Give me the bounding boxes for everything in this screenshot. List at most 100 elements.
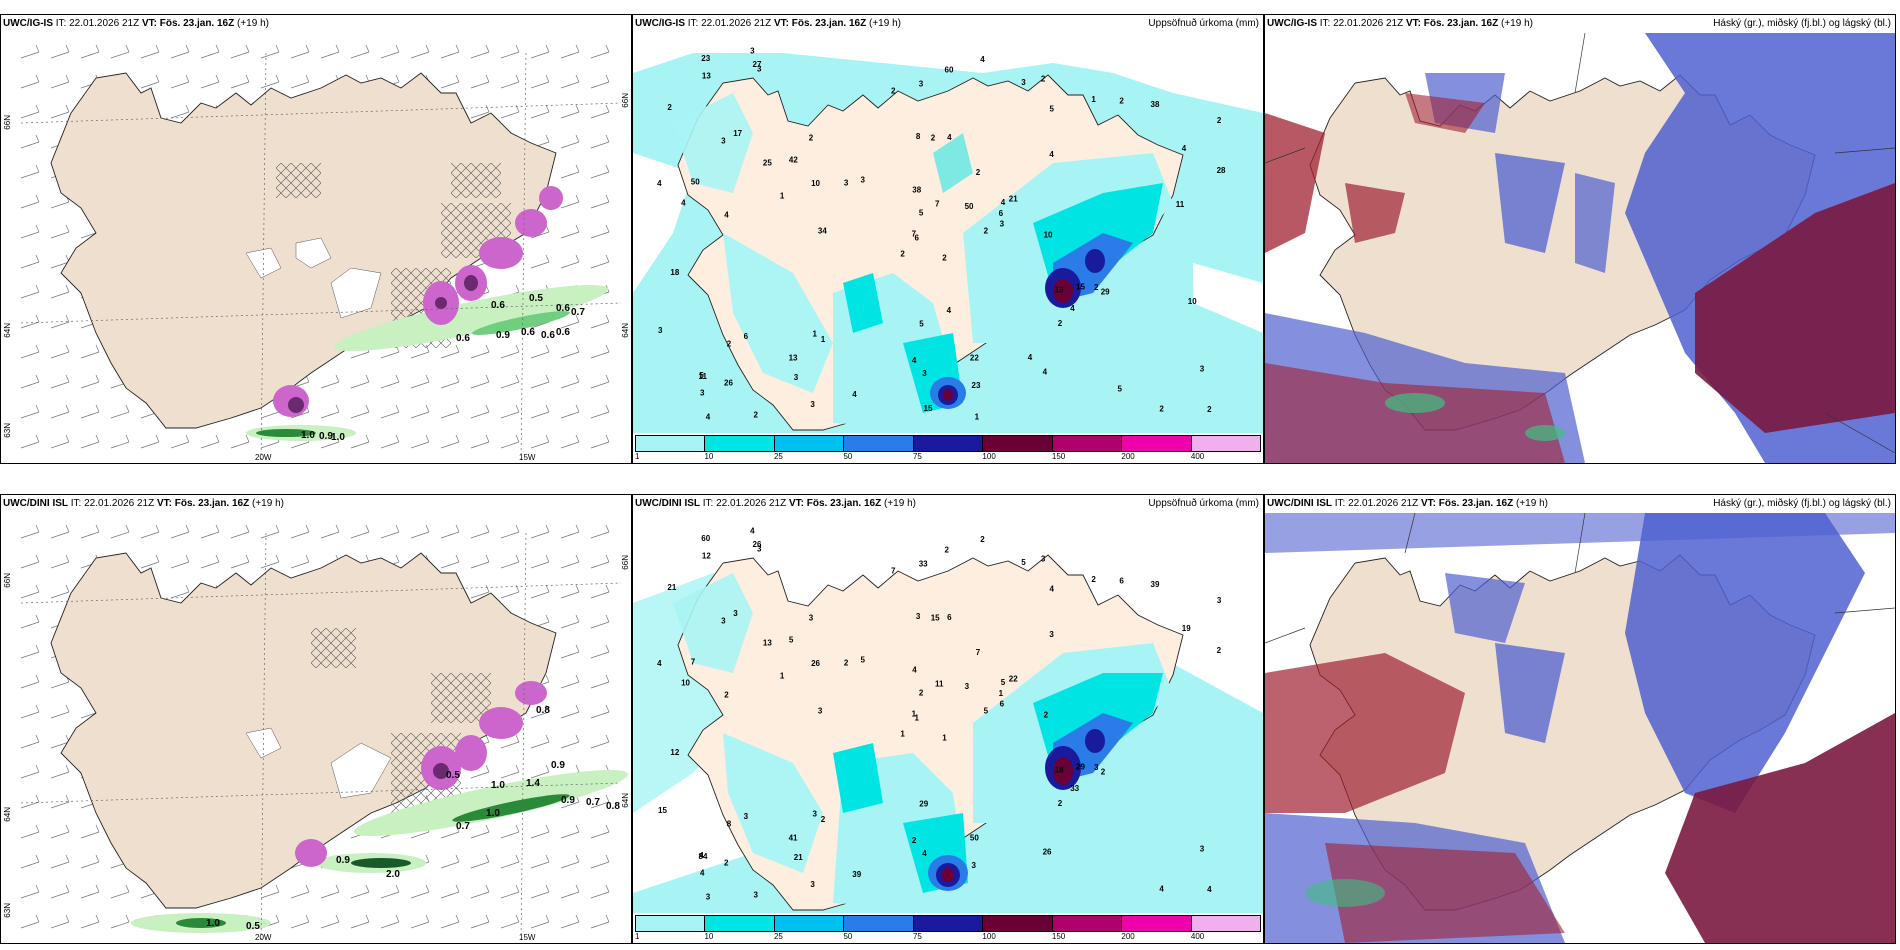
wind-barb	[110, 884, 130, 899]
wind-barb	[20, 674, 40, 689]
wind-barb	[500, 554, 520, 569]
precip-number: 3	[1200, 364, 1205, 373]
wind-barb	[500, 434, 520, 449]
precip-number: 3	[1021, 78, 1026, 87]
wind-barb	[560, 734, 580, 749]
precip-number: 4	[1182, 144, 1187, 153]
wind-barb	[20, 164, 40, 179]
precip-number: 1	[1091, 95, 1096, 104]
colorbar-label: 100	[982, 452, 996, 461]
precip-number: 4	[681, 199, 686, 208]
precip-number: 5	[919, 209, 924, 218]
wind-barb	[20, 434, 40, 449]
wind-barb	[590, 824, 610, 839]
value-label: 0.6	[556, 327, 570, 338]
wind-barb	[530, 704, 550, 719]
precip-number: 19	[1182, 624, 1191, 633]
wind-barb	[530, 254, 550, 269]
wind-barb	[500, 584, 520, 599]
wind-barb	[350, 884, 370, 899]
precip-number: 29	[919, 799, 928, 808]
wind-barb	[260, 74, 280, 89]
wind-barb	[50, 764, 70, 779]
wind-barb	[20, 344, 40, 359]
wind-barb	[80, 44, 100, 59]
wind-barb	[500, 914, 520, 929]
wind-barb	[560, 854, 580, 869]
precip-number: 4	[706, 413, 711, 422]
precip-number: 7	[691, 658, 696, 667]
precip-number: 7	[976, 648, 981, 657]
wind-barb	[470, 764, 490, 779]
precip-number: 5	[861, 656, 866, 665]
wind-barb	[440, 44, 460, 59]
precip-number: 5	[919, 319, 924, 328]
precip-number: 11	[1176, 200, 1185, 209]
precip-number: 4	[1070, 304, 1075, 313]
wind-barb	[350, 404, 370, 419]
wind-barb	[50, 344, 70, 359]
wind-barb	[590, 374, 610, 389]
wind-barb	[80, 914, 100, 929]
precip-number: 60	[701, 534, 710, 543]
colorbar: 1 10 25 50 75 100 150 200 400	[633, 913, 1263, 943]
precip-number: 29	[1101, 288, 1110, 297]
precip-number: 41	[789, 833, 798, 842]
wind-barb	[560, 914, 580, 929]
precip-number: 4	[947, 133, 952, 142]
wind-barb	[440, 884, 460, 899]
wind-barb	[320, 404, 340, 419]
wind-barb	[110, 44, 130, 59]
value-label: 0.6	[556, 303, 570, 314]
panel-right-title: Háský (gr.), miðský (fj.bl.) og lágský (…	[1713, 498, 1891, 509]
wind-barb	[20, 194, 40, 209]
precip-number: 2	[724, 690, 729, 699]
right-lat-tick: 64N	[621, 323, 630, 338]
wind-barb	[500, 74, 520, 89]
precip-number: 3	[809, 614, 814, 623]
wind-barb	[440, 824, 460, 839]
precip-number: 60	[945, 65, 954, 74]
wind-barb	[500, 44, 520, 59]
wind-barb	[410, 44, 430, 59]
wind-barb	[20, 224, 40, 239]
wind-barb	[470, 74, 490, 89]
wind-barb	[50, 284, 70, 299]
value-label: 1.0	[331, 432, 345, 443]
precip-number: 6	[1119, 577, 1124, 586]
wind-barb	[470, 404, 490, 419]
right-lat-tick: 66N	[621, 93, 630, 108]
colorbar-label: 50	[843, 452, 853, 461]
panel-cloud-top: UWC/IG-IS IT: 22.01.2026 21Z VT: Fös. 23…	[1264, 14, 1896, 464]
wind-barb	[590, 44, 610, 59]
right-lat-tick: 66N	[621, 555, 630, 570]
value-label: 0.6	[521, 327, 535, 338]
wind-barb	[440, 554, 460, 569]
wind-barb	[80, 884, 100, 899]
precip-number: 15	[924, 404, 933, 413]
wind-barb	[50, 884, 70, 899]
precip-number: 15	[931, 613, 940, 622]
precip-number: 2	[1207, 405, 1212, 414]
precip-number: 1	[915, 713, 920, 722]
wind-barb	[500, 884, 520, 899]
precip-number: 26	[753, 540, 762, 549]
wind-barb	[380, 374, 400, 389]
wind-barb	[560, 704, 580, 719]
precip-number: 38	[912, 186, 921, 195]
wind-barb	[50, 74, 70, 89]
wind-barb	[20, 914, 40, 929]
precip-number: 6	[744, 332, 749, 341]
wind-barb	[440, 74, 460, 89]
wind-barbs	[20, 524, 610, 929]
precip-number: 6	[1000, 700, 1005, 709]
wind-barb	[440, 404, 460, 419]
wind-barb	[170, 74, 190, 89]
value-label: 0.6	[491, 300, 505, 311]
panel-wind-top: UWC/IG-IS IT: 22.01.2026 21Z VT: Fös. 23…	[0, 14, 632, 464]
wind-barb	[230, 434, 250, 449]
precip-number: 39	[1151, 580, 1160, 589]
wind-barb	[200, 554, 220, 569]
colorbar-label: 400	[1190, 452, 1205, 461]
precip-number: 6	[999, 209, 1004, 218]
